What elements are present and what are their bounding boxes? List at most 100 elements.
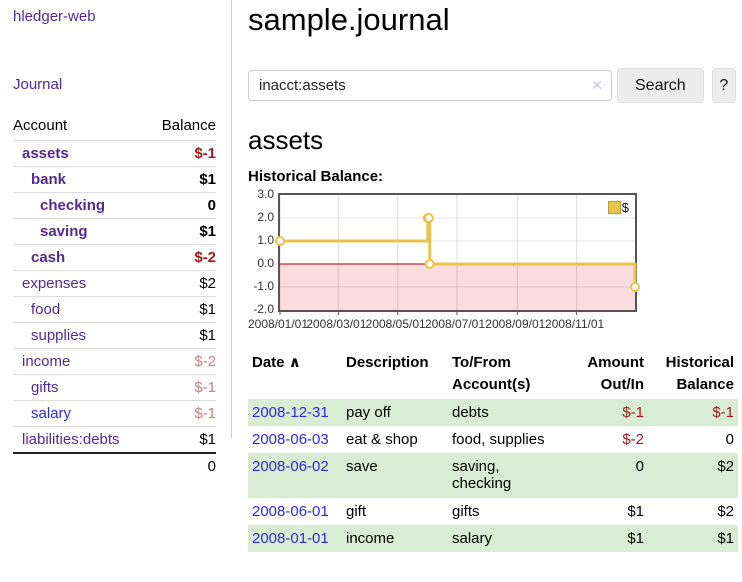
account-balance: $-2 [147,244,216,271]
register-cell-amount: 0 [562,453,648,498]
account-balance: $-1 [147,374,216,401]
register-cell-date: 2008-06-02 [248,453,342,498]
sidebar-account-link[interactable]: salary [31,405,72,422]
clear-search-icon[interactable]: ✕ [591,77,603,93]
register-cell-description: income [342,524,448,552]
chart-xtick-label: 2008/03/01 [306,317,367,331]
register-header-date[interactable]: Date ∧ [252,354,301,371]
register-cell-balance: $2 [717,502,734,520]
sidebar-account-link[interactable]: food [31,301,61,318]
sidebar-account-link[interactable]: expenses [22,275,87,292]
chart-title: Historical Balance: [248,168,384,185]
sidebar-account-link[interactable]: cash [31,249,66,266]
register-cell-balance: 0 [725,430,734,448]
sidebar-account-link[interactable]: liabilities:debts [22,431,120,448]
sidebar: hledger-web Journal Account Balance asse… [0,0,232,479]
register-cell-balance: $2 [648,453,738,498]
account-row: saving $1 [13,218,216,245]
search-bar: ✕ Search ? [248,68,736,103]
accounts-total-row: 0 [13,452,216,479]
search-button[interactable]: Search [617,68,704,103]
register-row: 2008-06-01 gift gifts $1 $2 [248,498,738,525]
register-cell-amount: $1 [562,524,648,552]
account-row: food $1 [13,296,216,323]
account-row: assets $-1 [13,140,216,167]
chart-xtick-label: 2008/01/01 [247,317,309,331]
register-cell-description: eat & shop [346,430,418,448]
account-heading: assets [248,125,324,155]
sort-ascending-icon: ∧ [288,354,301,371]
account-balance: $1 [147,296,216,323]
register-cell-description: save [342,453,448,498]
register-cell-date: 2008-06-01 [248,498,342,525]
chart-ytick-label: -1.0 [253,279,274,293]
help-button[interactable]: ? [711,68,736,103]
sidebar-account-link[interactable]: income [22,353,71,370]
account-balance: $-1 [147,400,216,427]
transaction-date-link[interactable]: 2008-06-02 [252,458,329,475]
accounts-total-value: 0 [147,452,216,479]
register-header-balance: Historical Balance [665,354,734,393]
app-title-link[interactable]: hledger-web [13,8,96,25]
register-cell-accounts: food, supplies [452,430,545,448]
transaction-date-link[interactable]: 2008-06-01 [252,502,329,520]
transaction-date-link[interactable]: 2008-12-31 [252,403,329,421]
account-row: cash $-2 [13,244,216,271]
sidebar-account-link[interactable]: supplies [31,327,87,344]
register-table: Date ∧ Description To/From Account(s) Am… [248,349,738,552]
register-row: 2008-06-03 eat & shop food, supplies $-2 0 [248,426,738,453]
balance-chart: $ 3.0 2.0 1.0 0.0 -1.0 -2.0 2008/01/01 2008/03… [247,187,736,333]
account-balance: 0 [147,192,216,219]
account-row: salary $-1 [13,400,216,427]
chart-canvas [275,195,640,315]
chart-plot-area: $ [275,193,640,315]
account-row: checking 0 [13,192,216,219]
register-header-accounts: To/From Account(s) [452,354,531,393]
chart-ytick-label: -2.0 [253,302,274,316]
register-cell-balance: $-1 [648,398,738,426]
legend-label: $ [621,200,629,215]
register-header-amount: Amount Out/In [587,354,644,393]
page-title: sample.journal [248,2,450,37]
transaction-date-link[interactable]: 2008-01-01 [252,529,329,547]
chart-xtick-label: 2008/09/01 [485,317,546,331]
register-cell-date: 2008-12-31 [248,398,342,426]
account-balance: $1 [147,426,216,453]
register-row: 2008-06-02 save saving, checking 0 $2 [248,453,738,498]
account-row: supplies $1 [13,322,216,349]
transaction-date-link[interactable]: 2008-06-03 [252,430,329,448]
register-header-description: Description [346,354,429,371]
account-balance: $-2 [147,348,216,375]
register-cell-amount: $-2 [622,430,644,448]
legend-swatch-icon [607,201,621,214]
sidebar-account-link[interactable]: checking [40,197,106,214]
register-cell-accounts: salary [448,524,562,552]
sidebar-account-link[interactable]: saving [40,223,88,240]
chart-xtick-label: 2008/11/01 [545,317,605,331]
account-balance: $1 [147,322,216,349]
chart-ytick-label: 3.0 [257,187,274,201]
account-balance: $2 [147,270,216,297]
chart-legend: $ [607,200,629,215]
account-row: liabilities:debts $1 [13,426,216,453]
chart-xtick-label: 2008/07/01 [424,317,486,331]
register-row: 2008-01-01 income salary $1 $1 [248,524,738,552]
account-balance: $1 [147,218,216,245]
search-input[interactable] [248,70,612,101]
sidebar-journal-link[interactable]: Journal [13,76,63,93]
register-cell-accounts: gifts [452,502,480,520]
account-balance: $1 [147,166,216,193]
register-cell-amount: $1 [627,502,644,520]
sidebar-account-link[interactable]: gifts [31,379,59,396]
accounts-header-account: Account [13,117,68,134]
chart-ytick-label: 2.0 [257,210,274,224]
chart-ytick-label: 0.0 [257,256,274,270]
register-cell-description: gift [346,502,367,520]
account-row: gifts $-1 [13,374,216,401]
register-cell-accounts: saving, checking [448,453,562,498]
sidebar-account-link[interactable]: assets [22,145,69,162]
register-cell-description: pay off [342,398,448,426]
chart-xtick-label: 2008/05/01 [365,317,426,331]
account-row: expenses $2 [13,270,216,297]
sidebar-account-link[interactable]: bank [31,171,67,188]
